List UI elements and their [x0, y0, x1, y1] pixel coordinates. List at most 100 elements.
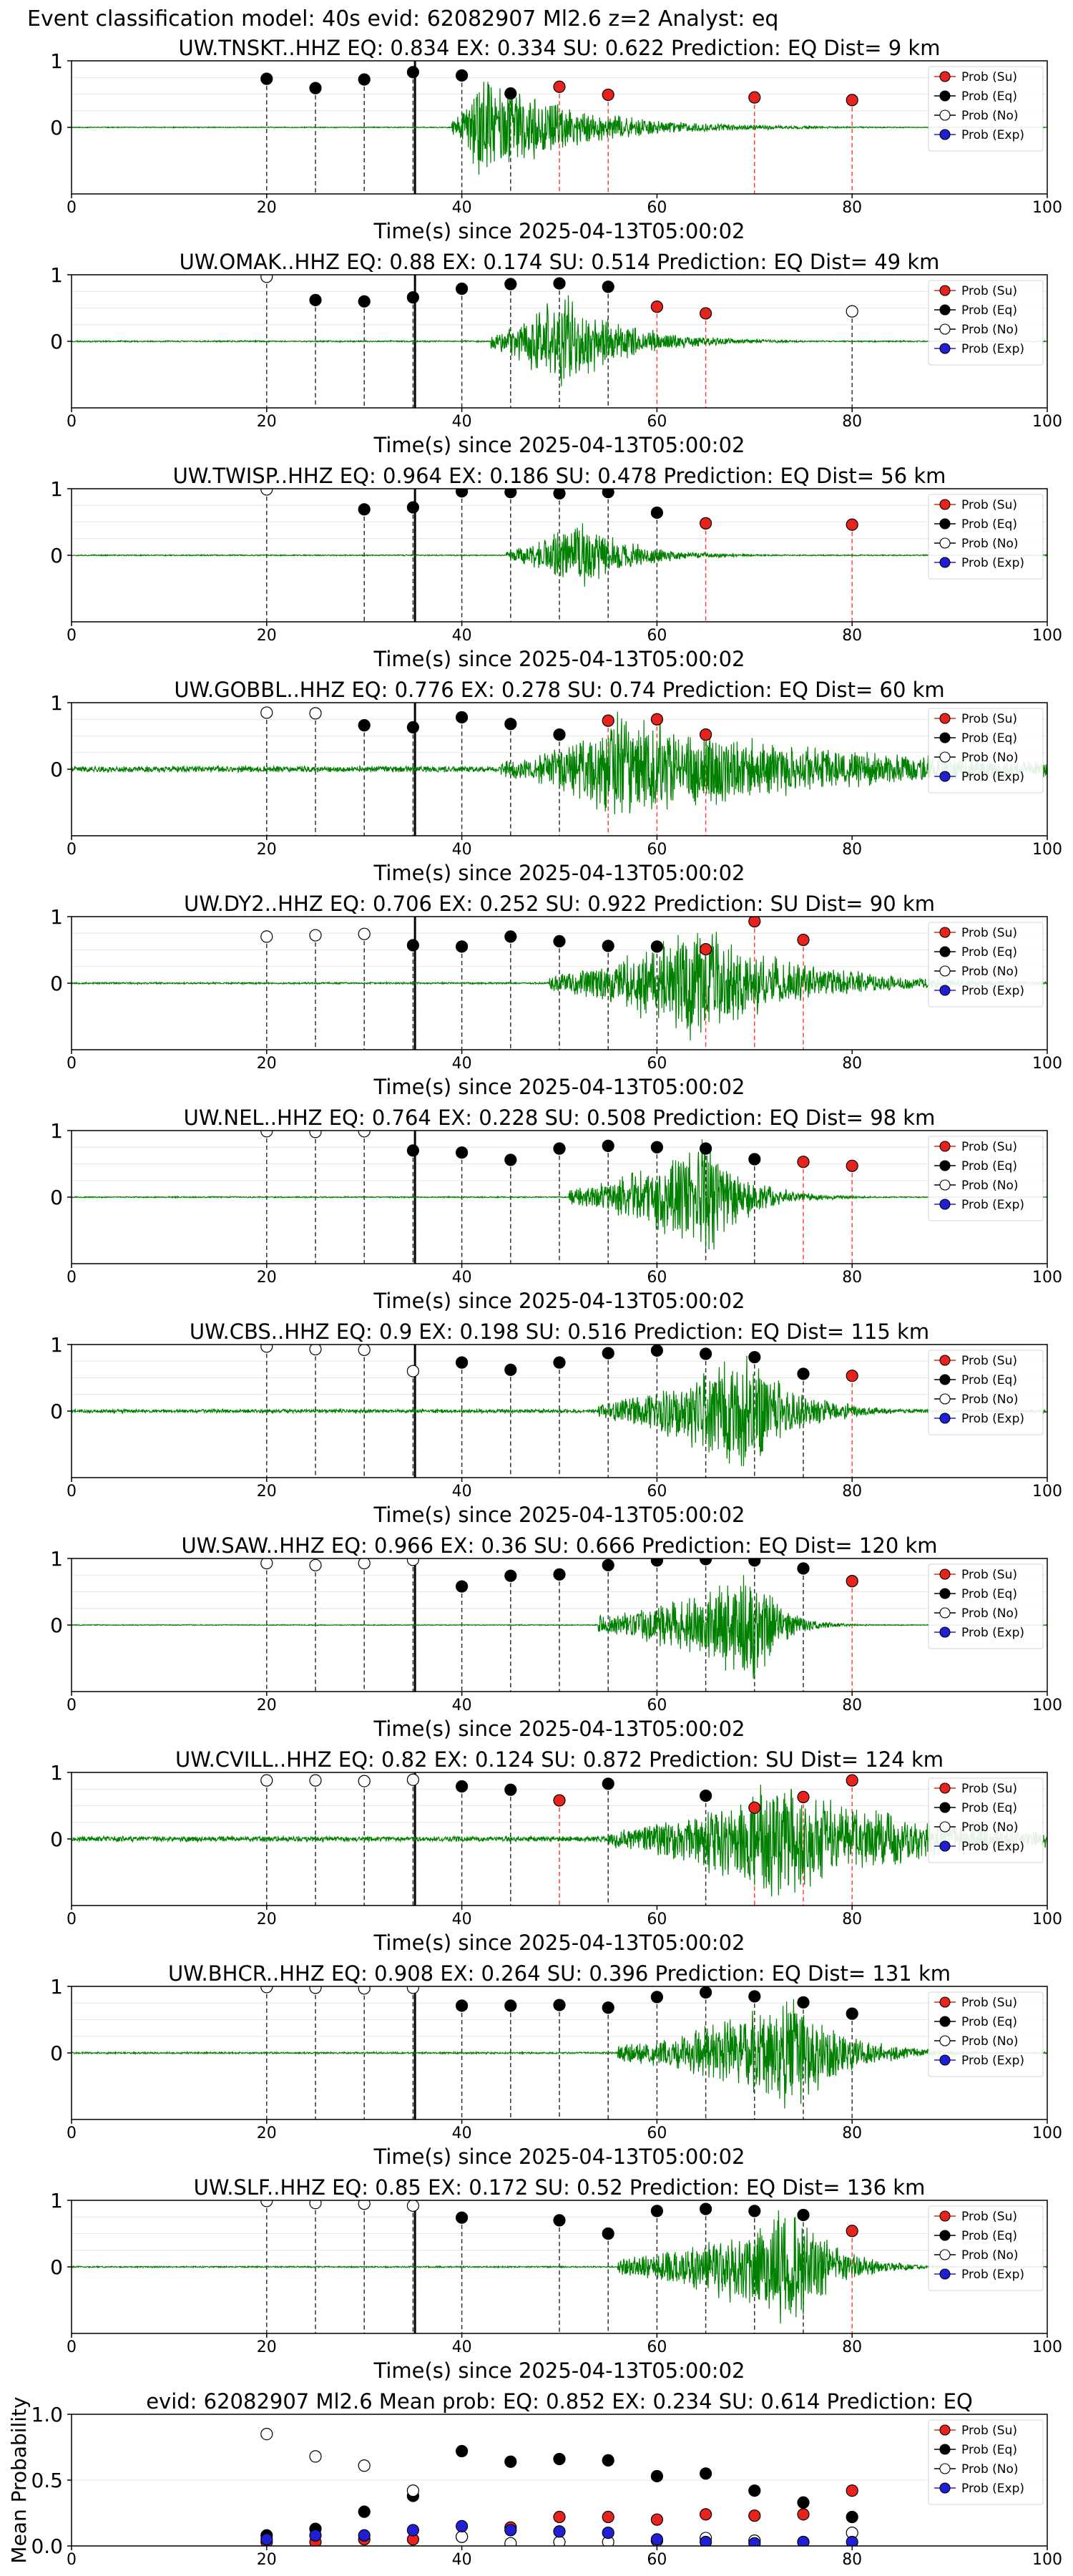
x-tick-label: 80 [842, 2338, 862, 2356]
x-tick-label: 80 [842, 1055, 862, 1073]
data-point-exp [455, 2519, 469, 2532]
data-point-eq [455, 1999, 469, 2012]
y-tick-label: 0 [50, 544, 63, 567]
y-tick-label: 0 [50, 1186, 63, 1209]
legend-label: Prob (No) [961, 323, 1019, 337]
legend-marker-su [939, 1568, 951, 1580]
x-tick-label: 80 [842, 413, 862, 431]
x-tick-label: 60 [647, 1911, 667, 1928]
legend-box [928, 2205, 1044, 2291]
data-point-eq [455, 1356, 469, 1369]
data-point-no [309, 1774, 322, 1787]
legend-label: Prob (Exp) [961, 2268, 1024, 2282]
panel-title: UW.SLF..HHZ EQ: 0.85 EX: 0.172 SU: 0.52 … [194, 2175, 926, 2200]
x-tick-label: 40 [452, 2124, 472, 2142]
data-point-su [846, 518, 858, 531]
legend-label: Prob (Eq) [961, 303, 1017, 318]
legend-marker-no [939, 965, 951, 977]
data-point-exp [602, 2527, 614, 2540]
x-tick-label: 0 [67, 1269, 77, 1287]
data-point-eq [699, 1347, 712, 1360]
legend-marker-eq [939, 732, 951, 743]
data-point-eq [309, 293, 322, 306]
plot-area [72, 1772, 1047, 1906]
data-point-su [602, 2510, 614, 2524]
legend-label: Prob (No) [961, 537, 1019, 551]
legend-marker-exp [939, 1413, 951, 1424]
legend-box [928, 494, 1044, 580]
x-tick-label: 100 [1032, 627, 1062, 645]
legend-label: Prob (Exp) [961, 2054, 1024, 2068]
data-point-eq [455, 711, 469, 724]
legend: Prob (Su) Prob (Eq) Prob (No) Prob (Exp) [928, 494, 1044, 580]
y-tick-label: 1 [50, 2189, 63, 2212]
data-point-eq [797, 2496, 810, 2509]
y-tick-label: 0 [50, 972, 63, 995]
waveform-trace [72, 932, 1047, 1040]
data-point-no [504, 2537, 517, 2546]
y-tick-label: 0 [50, 2255, 63, 2279]
data-point-no [260, 1558, 273, 1570]
data-point-no [260, 1986, 273, 1994]
legend-marker-su [939, 2424, 951, 2436]
legend-marker-no [939, 2249, 951, 2260]
data-point-eq [406, 721, 420, 734]
x-tick-label: 40 [452, 1697, 472, 1714]
legend-marker-no [939, 2035, 951, 2046]
x-tick-label: 60 [647, 1483, 667, 1501]
data-point-eq [553, 1142, 566, 1155]
data-point-su [602, 714, 614, 727]
waveform-trace [72, 2210, 1047, 2324]
x-tick-label: 100 [1032, 1269, 1062, 1287]
data-point-eq [553, 277, 566, 290]
plot-area [72, 275, 1047, 408]
data-point-no [406, 1558, 419, 1566]
data-point-eq [260, 72, 273, 85]
data-point-su [699, 2508, 712, 2521]
data-point-eq [553, 489, 566, 500]
x-tick-label: 0 [67, 199, 77, 217]
data-point-eq [358, 295, 371, 308]
data-point-eq [309, 82, 322, 94]
data-point-su [650, 713, 664, 726]
data-point-eq [553, 2214, 566, 2227]
data-point-su [748, 2509, 761, 2522]
data-point-eq [846, 2007, 858, 2020]
x-tick-label: 0 [67, 841, 77, 859]
data-point-eq [455, 1780, 469, 1793]
legend-label: Prob (Su) [961, 2210, 1017, 2224]
x-axis-label: Time(s) since 2025-04-13T05:00:02 [373, 1503, 745, 1527]
data-point-no [260, 2200, 273, 2207]
legend-box [928, 1991, 1044, 2077]
data-point-no [260, 275, 273, 283]
waveform-trace [72, 295, 1047, 386]
data-point-su [748, 91, 761, 104]
x-tick-label: 20 [257, 627, 277, 645]
legend-label: Prob (Eq) [961, 2229, 1017, 2243]
legend-marker-no [939, 537, 951, 549]
data-point-su [797, 1156, 810, 1169]
x-tick-label: 60 [647, 627, 667, 645]
data-point-eq [553, 1356, 566, 1369]
legend-label: Prob (No) [961, 109, 1019, 123]
legend-label: Prob (Exp) [961, 984, 1024, 998]
x-tick-label: 100 [1032, 2338, 1062, 2356]
legend-marker-eq [939, 1374, 951, 1385]
legend: Prob (Su) Prob (Eq) Prob (No) Prob (Exp) [928, 922, 1044, 1008]
data-point-eq [650, 2469, 664, 2483]
legend-marker-su [939, 2210, 951, 2222]
x-tick-label: 20 [257, 841, 277, 859]
data-point-no [455, 2530, 469, 2543]
legend-label: Prob (Exp) [961, 1840, 1024, 1854]
legend-label: Prob (No) [961, 751, 1019, 765]
legend-marker-eq [939, 518, 951, 530]
data-point-su [699, 517, 712, 530]
legend-marker-eq [939, 1160, 951, 1171]
data-point-eq [455, 1146, 469, 1159]
data-point-no [358, 1775, 371, 1787]
data-point-eq [699, 2202, 712, 2215]
x-tick-label: 60 [647, 1697, 667, 1714]
